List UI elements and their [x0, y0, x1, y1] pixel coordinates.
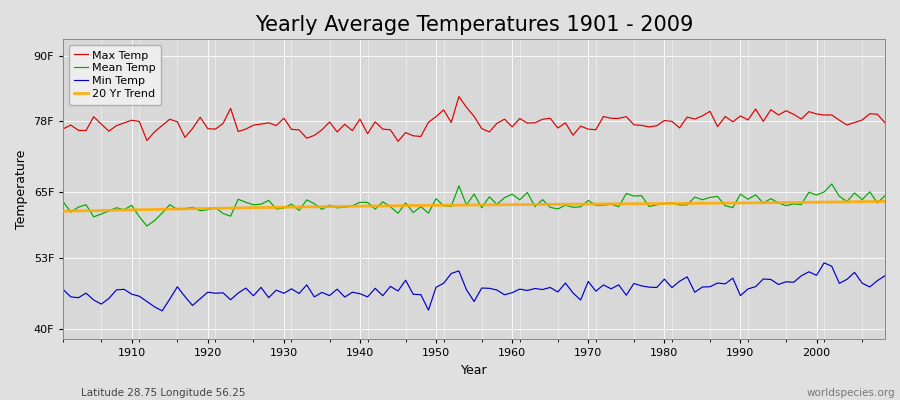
Mean Temp — [606, 202, 616, 206]
Mean Temp — [58, 199, 68, 204]
20 Yr Trend — [286, 205, 297, 210]
Mean Temp — [141, 224, 152, 228]
Mean Temp — [515, 198, 526, 202]
20 Yr Trend — [119, 208, 130, 212]
20 Yr Trend — [58, 209, 68, 214]
20 Yr Trend — [332, 204, 343, 209]
Max Temp — [454, 94, 464, 99]
Mean Temp — [826, 182, 837, 186]
Min Temp — [606, 286, 616, 291]
20 Yr Trend — [598, 202, 609, 206]
Mean Temp — [293, 208, 304, 213]
Line: Min Temp: Min Temp — [63, 263, 885, 311]
Max Temp — [392, 139, 403, 144]
Min Temp — [119, 287, 130, 292]
20 Yr Trend — [879, 199, 890, 204]
Text: Latitude 28.75 Longitude 56.25: Latitude 28.75 Longitude 56.25 — [81, 388, 246, 398]
Min Temp — [157, 308, 167, 313]
Max Temp — [332, 130, 343, 134]
Mean Temp — [879, 193, 890, 198]
X-axis label: Year: Year — [461, 364, 488, 377]
Max Temp — [286, 127, 297, 132]
Max Temp — [58, 126, 68, 131]
Max Temp — [522, 121, 533, 126]
Line: Mean Temp: Mean Temp — [63, 184, 885, 226]
Min Temp — [879, 273, 890, 278]
Legend: Max Temp, Mean Temp, Min Temp, 20 Yr Trend: Max Temp, Mean Temp, Min Temp, 20 Yr Tre… — [68, 45, 161, 105]
Min Temp — [507, 290, 517, 295]
Min Temp — [515, 287, 526, 292]
Max Temp — [119, 120, 130, 125]
20 Yr Trend — [500, 202, 510, 207]
Line: Max Temp: Max Temp — [63, 96, 885, 141]
Mean Temp — [507, 192, 517, 196]
Min Temp — [339, 295, 350, 300]
Line: 20 Yr Trend: 20 Yr Trend — [63, 201, 885, 211]
Mean Temp — [119, 207, 130, 212]
Max Temp — [613, 116, 624, 121]
Text: worldspecies.org: worldspecies.org — [807, 388, 896, 398]
Min Temp — [293, 291, 304, 296]
20 Yr Trend — [507, 202, 517, 207]
Min Temp — [819, 260, 830, 265]
Max Temp — [879, 120, 890, 125]
Max Temp — [515, 116, 526, 121]
Mean Temp — [339, 205, 350, 210]
Min Temp — [58, 287, 68, 292]
Y-axis label: Temperature: Temperature — [15, 150, 28, 229]
Title: Yearly Average Temperatures 1901 - 2009: Yearly Average Temperatures 1901 - 2009 — [255, 15, 693, 35]
